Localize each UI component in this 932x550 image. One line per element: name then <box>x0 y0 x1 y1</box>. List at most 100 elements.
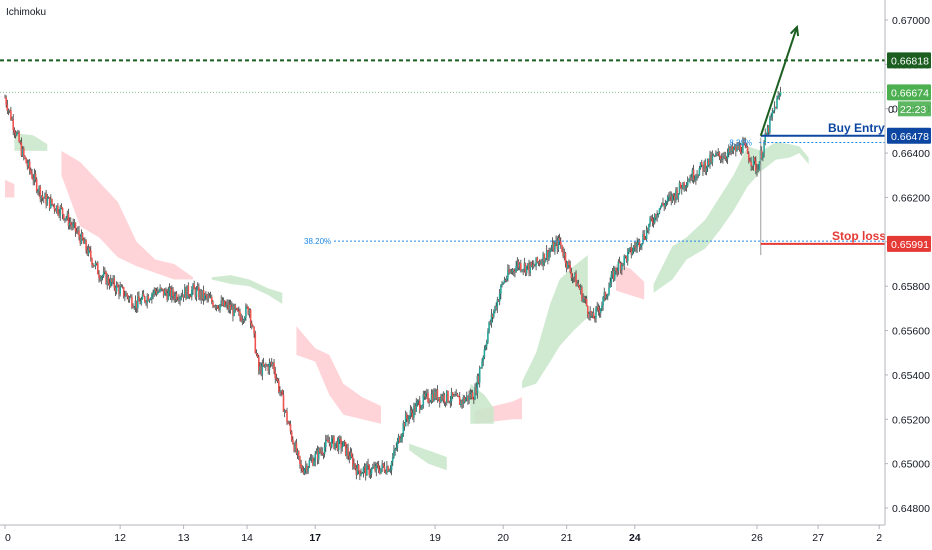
candle <box>583 295 586 303</box>
candle <box>524 262 527 277</box>
candle-body <box>771 112 774 117</box>
candle-body <box>436 389 439 401</box>
candle <box>200 289 202 304</box>
candle <box>437 397 440 402</box>
candle-body <box>524 263 527 273</box>
candle <box>79 234 81 246</box>
candle-body <box>247 307 249 315</box>
candle <box>355 464 358 480</box>
candle-body <box>534 265 536 267</box>
candle <box>368 464 370 478</box>
candle-body <box>99 277 101 281</box>
candle <box>751 165 754 171</box>
candle <box>113 275 116 291</box>
candle-body <box>248 309 251 315</box>
candle <box>738 141 741 152</box>
candle <box>274 366 276 384</box>
candle <box>278 378 280 394</box>
candle-body <box>60 206 63 208</box>
candle-body <box>44 193 46 199</box>
candle-body <box>429 401 432 403</box>
candle <box>294 440 296 453</box>
candle <box>15 131 18 137</box>
candle-body <box>769 117 771 133</box>
candle <box>149 297 152 301</box>
candle <box>207 291 210 303</box>
candle <box>67 208 70 230</box>
candle <box>658 208 661 215</box>
candle-body <box>332 436 334 439</box>
candle <box>726 148 729 165</box>
cloud-segment <box>616 264 645 300</box>
candle-body <box>594 318 596 320</box>
candle-body <box>619 262 622 270</box>
candle <box>581 285 583 302</box>
candle-body <box>576 283 578 287</box>
candle <box>111 278 113 287</box>
candle <box>480 367 482 369</box>
candle <box>17 129 19 135</box>
candle <box>779 86 782 97</box>
candle-body <box>273 362 275 372</box>
candle-body <box>682 182 684 190</box>
candle-body <box>601 305 603 309</box>
x-tick-label: 13 <box>178 532 190 544</box>
candle <box>234 303 237 313</box>
candle <box>259 362 261 375</box>
candle <box>441 393 443 402</box>
candle <box>39 184 42 203</box>
candle <box>129 294 132 298</box>
candle-body <box>285 410 287 412</box>
candle-body <box>517 261 520 268</box>
candle <box>267 364 269 375</box>
candle <box>290 430 293 442</box>
candle <box>675 187 677 203</box>
candle <box>487 328 489 344</box>
candle-body <box>280 390 282 392</box>
candle-body <box>581 287 583 301</box>
candle-body <box>612 270 615 280</box>
candle-body <box>131 296 133 307</box>
candle <box>199 288 201 301</box>
candle <box>5 95 7 108</box>
candle-body <box>340 439 342 449</box>
candle-body <box>736 145 738 152</box>
candle-body <box>555 240 557 244</box>
candle <box>571 273 574 284</box>
candle <box>474 383 476 401</box>
candle <box>469 388 472 400</box>
candle-body <box>295 442 298 454</box>
candle <box>395 442 398 451</box>
candle <box>656 210 658 222</box>
candle-body <box>382 463 385 467</box>
candle-body <box>598 310 601 313</box>
candle <box>169 286 172 300</box>
candle <box>255 349 258 357</box>
candle-body <box>681 187 683 190</box>
candle <box>239 308 241 322</box>
candle <box>537 261 540 266</box>
candle-body <box>59 206 61 216</box>
candle <box>595 306 597 323</box>
candle <box>242 318 245 324</box>
candle-body <box>449 401 452 403</box>
candle-body <box>141 293 144 299</box>
candle <box>389 465 392 474</box>
candle-body <box>85 240 87 250</box>
candle-body <box>701 162 703 165</box>
candle <box>545 245 548 261</box>
candle <box>711 150 714 167</box>
candle <box>468 390 470 404</box>
candle-body <box>706 158 709 168</box>
candle <box>390 460 393 476</box>
candle <box>13 127 16 138</box>
candle-body <box>627 251 629 261</box>
candle <box>393 445 395 459</box>
candle <box>444 401 447 408</box>
candle <box>261 359 264 381</box>
candle <box>51 198 53 206</box>
candle <box>597 303 600 316</box>
candle <box>32 174 34 186</box>
candle-body <box>14 132 17 136</box>
